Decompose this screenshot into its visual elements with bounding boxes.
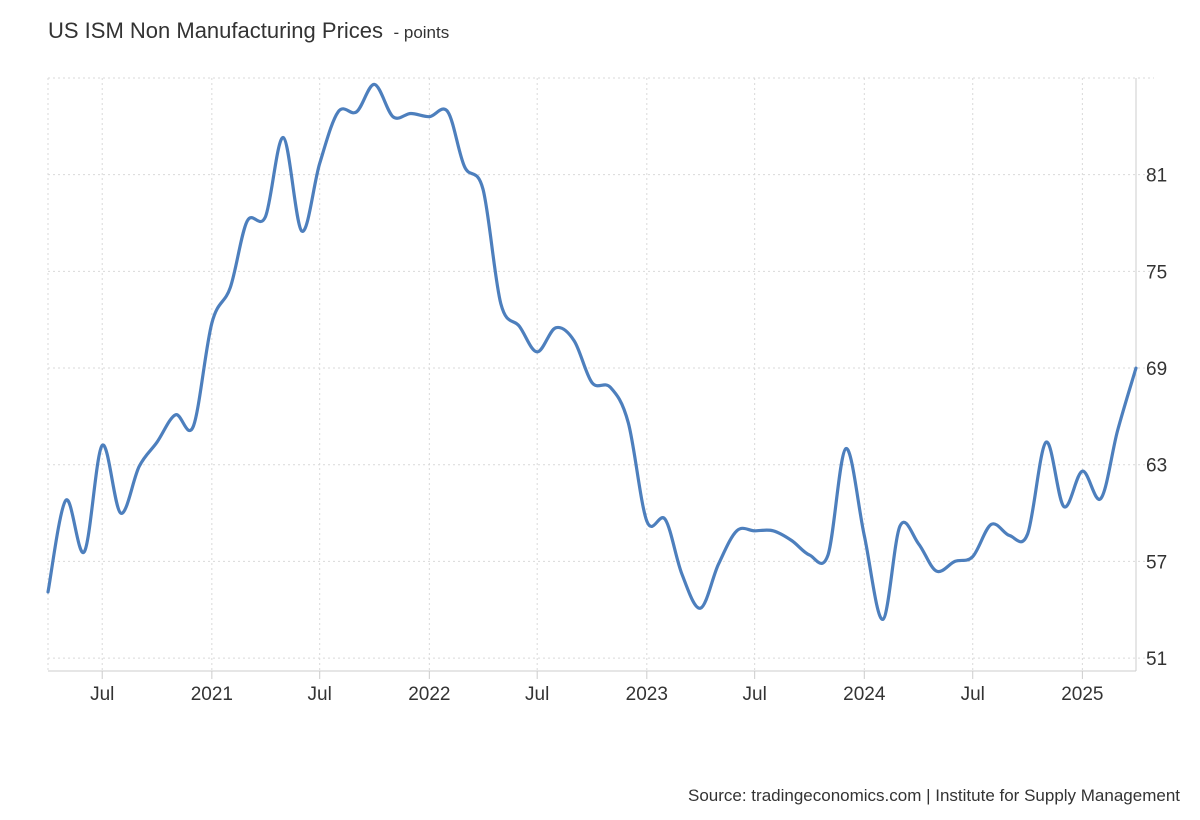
x-tick-label: 2022 [408, 684, 450, 705]
line-chart: 51 57 63 69 75 81 Jul 2021 Jul 2022 Jul 2023 Jul 2024… [46, 77, 1167, 705]
y-tick-label: 69 [1146, 359, 1167, 380]
x-tick-label: Jul [961, 684, 985, 705]
x-tick-label: 2023 [626, 684, 668, 705]
y-tick-label: 57 [1146, 552, 1167, 573]
chart-unit: - points [393, 23, 450, 42]
x-tick-label: 2024 [843, 684, 886, 705]
x-tick-label: 2025 [1061, 684, 1103, 705]
y-tick-label: 51 [1146, 649, 1167, 670]
y-tick-label: 75 [1146, 262, 1167, 283]
x-tick-label: Jul [743, 684, 767, 705]
series-layer [46, 82, 1138, 622]
chart-title-block: US ISM Non Manufacturing Prices - points [48, 18, 449, 44]
x-tick-label: 2021 [191, 684, 233, 705]
x-tick-label: Jul [308, 684, 332, 705]
x-tick-label: Jul [525, 684, 549, 705]
x-tick-label: Jul [90, 684, 114, 705]
axes [47, 78, 1137, 679]
source-credit: Source: tradingeconomics.com | Institute… [688, 786, 1180, 805]
grid [48, 77, 1154, 671]
y-tick-label: 81 [1146, 166, 1167, 187]
tick-labels: 51 57 63 69 75 81 Jul 2021 Jul 2022 Jul 2023 Jul 2024… [90, 166, 1167, 705]
chart-title: US ISM Non Manufacturing Prices [48, 18, 384, 43]
y-tick-label: 63 [1146, 456, 1167, 477]
series-line [46, 82, 1138, 622]
